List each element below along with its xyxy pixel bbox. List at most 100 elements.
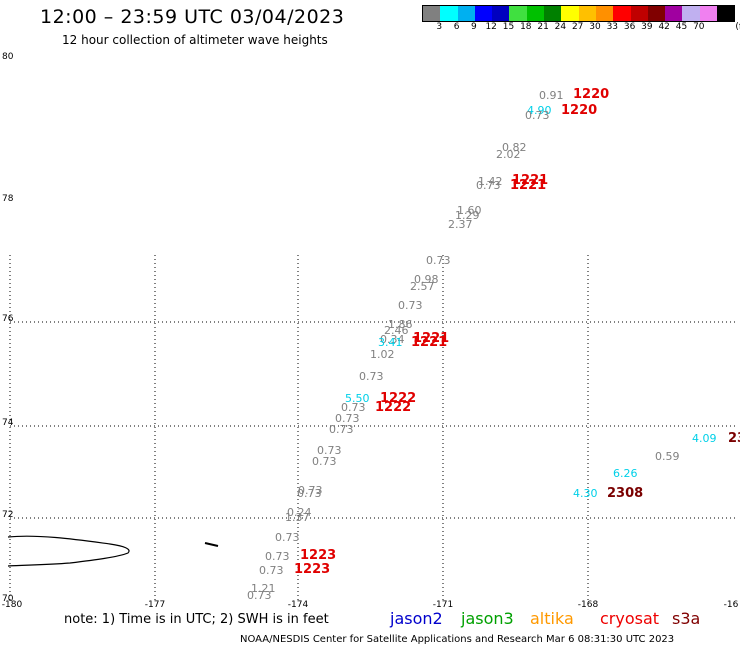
colorbar-swatch [544,6,562,21]
swh-value: 2.37 [448,218,473,231]
swh-value: 0.73 [298,484,323,497]
colorbar-swatch [613,6,631,21]
colorbar-swatch [682,6,700,21]
colorbar-swatch [630,6,648,21]
colorbar-swatch [699,6,718,21]
colorbar-tick-label: (ft) [735,22,740,32]
colorbar-tick-label: 24 [554,22,567,32]
swh-value: 0.73 [317,444,342,457]
lat-label-72: 72 [2,510,14,520]
swh-value: 0.73 [259,564,284,577]
lon-label-177: -177 [144,600,166,610]
colorbar-tick-label: 39 [641,22,653,32]
swh-value: 0.73 [359,370,384,383]
colorbar [422,5,736,22]
swh-value: 0.73 [297,487,322,500]
swh-value: 0.82 [502,141,527,154]
swh-value: 0.98 [414,273,439,286]
swh-value: 1.86 [388,318,413,331]
colorbar-tick-label: 36 [623,22,636,32]
colorbar-swatch [647,6,666,21]
mission-label-jason3: jason3 [461,609,514,628]
colorbar-tick-label: 27 [571,22,584,32]
swh-value: 2.57 [410,280,435,293]
swh-value: 1.02 [370,348,395,361]
swh-value: 0.73 [247,589,272,602]
swh-value: 4.30 [573,487,598,500]
swh-value: 0.73 [426,254,451,267]
swh-value: 6.26 [613,467,638,480]
pass-time: 1222 [375,400,412,415]
colorbar-tick-label: 42 [658,22,670,32]
swh-value: 4.90 [527,104,552,117]
colorbar-swatch [561,6,579,21]
lat-label-78: 78 [2,194,14,204]
pass-time: 1221 [510,178,547,193]
swh-value: 0.73 [335,412,360,425]
swh-value: 4.09 [692,432,717,445]
colorbar-swatch [492,6,510,21]
pass-time: 1220 [561,103,598,118]
colorbar-swatch [509,6,527,21]
mission-label-s3a: s3a [672,609,701,628]
map-title: 12:00 – 23:59 UTC 03/04/2023 [40,6,345,28]
note-text: note: 1) Time is in UTC; 2) SWH is in fe… [64,612,329,627]
swh-value: 0.73 [525,109,550,122]
swh-value: 0.73 [329,423,354,436]
coastline-islet [204,542,219,547]
pass-time: 1221 [411,335,448,350]
colorbar-swatch [457,6,475,21]
lon-label-174: -174 [287,600,309,610]
footer-credit: NOAA/NESDIS Center for Satellite Applica… [240,634,675,645]
swh-value: 0.73 [398,299,423,312]
lat-label-70: 70 [2,594,14,604]
lon-label-180: -180 [1,600,23,610]
lon-label-168: -168 [577,600,599,610]
colorbar-swatch [526,6,545,21]
swh-value: 1.29 [455,209,480,222]
colorbar-tick-label: 6 [453,22,460,32]
swh-value: 0.73 [312,455,337,468]
mission-label-cryosat: cryosat [600,609,660,628]
colorbar-tick-label: 45 [675,22,688,32]
map-subtitle: 12 hour collection of altimeter wave hei… [62,33,328,47]
pass-time: 1221 [512,173,549,188]
coastline-wrangel-island [7,535,130,567]
pass-time: 1223 [294,562,331,577]
colorbar-swatch [578,6,596,21]
mission-label-altika: altika [530,609,574,628]
swh-value: 0.59 [655,450,680,463]
swh-value: 2.46 [384,324,409,337]
lon-label-165: -16 [723,600,739,610]
colorbar-tick-label: 33 [606,22,619,32]
swh-value: 1.37 [285,511,310,524]
graticule [9,255,735,600]
colorbar-swatch [665,6,683,21]
swh-value: 1.21 [251,582,276,595]
colorbar-tick-label: 3 [436,22,443,32]
swh-value: 0.91 [539,89,564,102]
lat-label-74: 74 [2,418,14,428]
swh-value: 3.41 [378,336,403,349]
pass-time: 1222 [380,391,417,406]
colorbar-swatch [595,6,614,21]
colorbar-swatch [423,6,441,21]
swh-value: 2.02 [496,148,521,161]
lat-label-80: 80 [2,52,14,62]
colorbar-tick-label: 9 [471,22,477,32]
swh-value: 5.50 [345,392,370,405]
colorbar-swatch [440,6,458,21]
colorbar-swatch [717,6,735,21]
colorbar-tick-label: 21 [537,22,549,32]
swh-value: 0.73 [275,531,300,544]
pass-time: 23 [728,431,740,446]
lat-label-76: 76 [2,314,14,324]
lon-label-171: -171 [432,600,454,610]
colorbar-tick-label: 15 [502,22,515,32]
colorbar-tick-label: 30 [589,22,601,32]
pass-time: 1223 [300,548,337,563]
colorbar-tick-label: 70 [693,22,705,32]
mission-label-jason2: jason2 [390,609,443,628]
swh-value: 0.34 [380,333,405,346]
